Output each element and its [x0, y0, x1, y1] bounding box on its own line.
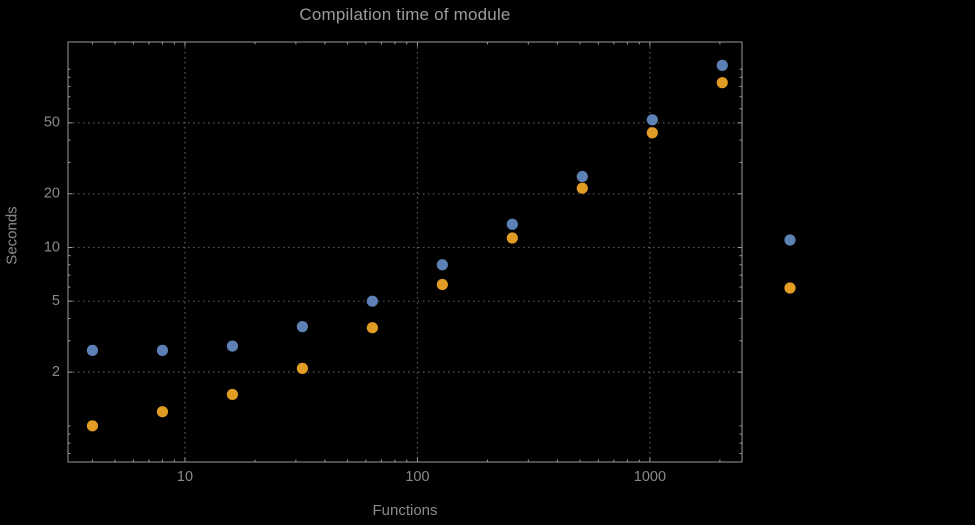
data-point-series-1 [226, 340, 239, 352]
data-point-series-2 [506, 232, 518, 244]
data-point-series-2 [156, 406, 169, 418]
x-tick-label: 10 [177, 469, 193, 485]
legend-marker-2 [784, 282, 796, 294]
data-point-series-2 [436, 278, 448, 291]
x-tick-label: 100 [405, 469, 429, 485]
data-point-series-1 [506, 218, 518, 230]
y-tick-label: 50 [44, 115, 60, 131]
data-point-series-1 [716, 59, 728, 71]
data-point-series-1 [436, 259, 448, 271]
plot-frame [67, 41, 743, 463]
x-axis-label: Functions [372, 502, 438, 519]
data-point-series-1 [86, 344, 99, 356]
data-point-series-1 [646, 114, 658, 126]
y-axis-label-wrap: Seconds [2, 25, 22, 445]
data-point-series-2 [86, 420, 99, 432]
y-tick-label: 2 [52, 364, 60, 380]
data-point-series-1 [576, 170, 588, 183]
data-point-series-2 [366, 322, 378, 334]
y-tick-label: 10 [44, 239, 60, 255]
data-point-series-2 [576, 182, 588, 194]
data-point-series-1 [156, 344, 169, 356]
y-axis-label: Seconds [3, 205, 21, 265]
data-point-series-2 [716, 77, 728, 89]
y-tick-label: 20 [44, 186, 60, 202]
data-point-series-1 [296, 321, 308, 333]
legend-marker-1 [784, 234, 796, 246]
data-point-series-1 [366, 295, 378, 307]
data-point-series-2 [646, 127, 658, 139]
x-tick-label: 1000 [634, 469, 666, 485]
chart-title: Compilation time of module [299, 5, 511, 24]
data-point-series-2 [296, 362, 308, 374]
data-point-series-2 [226, 388, 239, 401]
y-tick-label: 5 [52, 293, 60, 309]
